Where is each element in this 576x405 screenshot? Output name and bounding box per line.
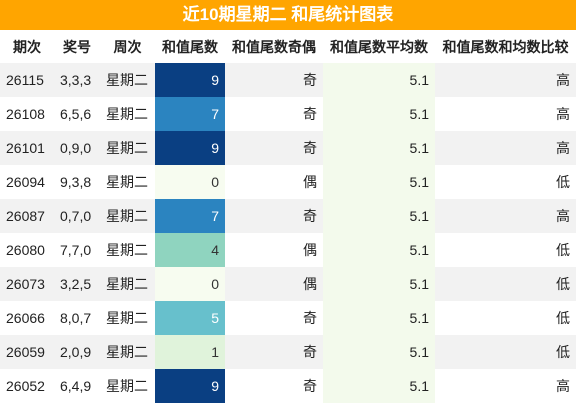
table-cell: 26073 — [6, 276, 45, 292]
column-header: 周次 — [113, 38, 142, 55]
table-cell: 5.1 — [323, 97, 435, 131]
table-cell: 26108 — [6, 106, 45, 122]
table-cell: 高 — [556, 378, 570, 394]
table-cell: 星期二 — [106, 276, 148, 292]
table-cell: 2,0,9 — [60, 344, 92, 360]
table-cell: 星期二 — [106, 72, 148, 88]
table-cell: 9,3,8 — [60, 174, 92, 190]
table-cell: 星期二 — [106, 174, 148, 190]
table-cell: 奇 — [303, 106, 317, 122]
table-cell: 奇 — [303, 344, 317, 360]
table-row: 26066 8,0,7 星期二 5 奇 5.1 低 — [0, 301, 576, 335]
table-cell: 5.1 — [323, 199, 435, 233]
table-cell: 偶 — [303, 174, 317, 190]
table-cell: 星期二 — [106, 208, 148, 224]
table-cell: 7 — [155, 97, 225, 131]
table-cell: 4 — [155, 233, 225, 267]
table-cell: 1 — [155, 335, 225, 369]
table-cell: 低 — [556, 344, 570, 360]
table-row: 26052 6,4,9 星期二 9 奇 5.1 高 — [0, 369, 576, 403]
table-cell: 奇 — [303, 208, 317, 224]
table-cell: 星期二 — [106, 106, 148, 122]
table-cell: 偶 — [303, 242, 317, 258]
column-header: 和值尾数平均数 — [330, 38, 428, 55]
table-cell: 奇 — [303, 378, 317, 394]
table-row: 26073 3,2,5 星期二 0 偶 5.1 低 — [0, 267, 576, 301]
table-cell: 5.1 — [323, 233, 435, 267]
table-row: 26101 0,9,0 星期二 9 奇 5.1 高 — [0, 131, 576, 165]
table-row: 26115 3,3,3 星期二 9 奇 5.1 高 — [0, 63, 576, 97]
header-row: 期次 奖号 周次 和值尾数 和值尾数奇偶 和值尾数平均数 和值尾数和均数比较 — [0, 30, 576, 63]
stats-table: 期次 奖号 周次 和值尾数 和值尾数奇偶 和值尾数平均数 和值尾数和均数比较 26115 3,… — [0, 30, 576, 403]
table-cell: 3,3,3 — [60, 72, 92, 88]
column-header: 和值尾数奇偶 — [232, 38, 316, 55]
table-row: 26094 9,3,8 星期二 0 偶 5.1 低 — [0, 165, 576, 199]
table-cell: 26066 — [6, 310, 45, 326]
table-row: 26108 6,5,6 星期二 7 奇 5.1 高 — [0, 97, 576, 131]
table-cell: 3,2,5 — [60, 276, 92, 292]
table-row: 26080 7,7,0 星期二 4 偶 5.1 低 — [0, 233, 576, 267]
table-cell: 5.1 — [323, 165, 435, 199]
table-cell: 星期二 — [106, 310, 148, 326]
table-cell: 0 — [155, 267, 225, 301]
table-row: 26059 2,0,9 星期二 1 奇 5.1 低 — [0, 335, 576, 369]
table-cell: 8,0,7 — [60, 310, 92, 326]
column-header: 和值尾数 — [162, 38, 218, 55]
table-cell: 0,7,0 — [60, 208, 92, 224]
table-cell: 5.1 — [323, 63, 435, 97]
column-header: 和值尾数和均数比较 — [442, 38, 569, 55]
table-cell: 5.1 — [323, 369, 435, 403]
table-cell: 9 — [155, 131, 225, 165]
table-cell: 奇 — [303, 72, 317, 88]
table-cell: 低 — [556, 174, 570, 190]
table-cell: 26052 — [6, 378, 45, 394]
table-cell: 5.1 — [323, 301, 435, 335]
table-body: 26115 3,3,3 星期二 9 奇 5.1 高 26108 6,5,6 星期二 7 奇 5.1 高 26… — [0, 63, 576, 403]
table-cell: 星期二 — [106, 344, 148, 360]
column-header: 期次 — [13, 38, 41, 55]
table-cell: 26087 — [6, 208, 45, 224]
table-cell: 0,9,0 — [60, 140, 92, 156]
table-cell: 低 — [556, 242, 570, 258]
table-cell: 26101 — [6, 140, 45, 156]
table-cell: 7 — [155, 199, 225, 233]
table-cell: 9 — [155, 369, 225, 403]
table-cell: 奇 — [303, 140, 317, 156]
table-cell: 高 — [556, 106, 570, 122]
table-cell: 6,5,6 — [60, 106, 92, 122]
table-cell: 0 — [155, 165, 225, 199]
table-cell: 高 — [556, 72, 570, 88]
column-header: 奖号 — [63, 38, 91, 55]
table-cell: 5.1 — [323, 131, 435, 165]
table-cell: 26115 — [6, 72, 44, 88]
table-cell: 高 — [556, 208, 570, 224]
table-cell: 26080 — [6, 242, 45, 258]
table-cell: 星期二 — [106, 378, 148, 394]
table-cell: 5.1 — [323, 335, 435, 369]
table-cell: 26094 — [6, 174, 45, 190]
table-cell: 低 — [556, 310, 570, 326]
table-row: 26087 0,7,0 星期二 7 奇 5.1 高 — [0, 199, 576, 233]
table-cell: 高 — [556, 140, 570, 156]
table-cell: 偶 — [303, 276, 317, 292]
table-cell: 9 — [155, 63, 225, 97]
table-cell: 6,4,9 — [60, 378, 92, 394]
table-cell: 星期二 — [106, 242, 148, 258]
table-cell: 奇 — [303, 310, 317, 326]
title-bar: 近10期星期二 和尾统计图表 — [0, 0, 576, 30]
table-cell: 7,7,0 — [60, 242, 92, 258]
table-cell: 26059 — [6, 344, 45, 360]
table-cell: 星期二 — [106, 140, 148, 156]
table-cell: 低 — [556, 276, 570, 292]
table-cell: 5 — [155, 301, 225, 335]
table-cell: 5.1 — [323, 267, 435, 301]
